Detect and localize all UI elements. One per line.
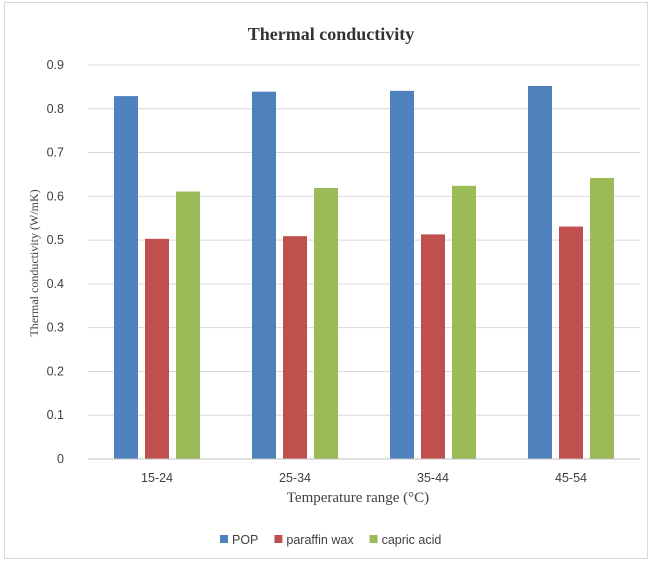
legend-label: capric acid [382,533,442,547]
bar-pop-35-44 [390,90,414,459]
bar-paraffin-wax-15-24 [145,238,169,459]
legend-swatch-capric-acid [369,535,378,543]
y-tick-label: 0 [57,452,64,466]
y-tick-label: 0.8 [47,102,64,116]
bars [114,86,614,460]
x-axis-ticks: 15-24 25-34 35-44 45-54 [141,471,587,485]
y-tick-label: 0.9 [47,58,64,72]
legend-label: paraffin wax [286,533,354,547]
legend-swatch-paraffin-wax [274,535,283,543]
bar-capric-acid-35-44 [452,185,476,459]
legend-label: POP [232,533,258,547]
legend: POP paraffin wax capric acid [220,533,441,547]
x-tick-label: 15-24 [141,471,173,485]
x-axis-label: Temperature range (°C) [287,490,429,506]
y-tick-label: 0.1 [47,408,64,422]
x-tick-label: 45-54 [555,471,587,485]
legend-swatch-pop [220,535,228,543]
y-tick-label: 0.5 [47,233,64,247]
y-tick-label: 0.2 [47,364,64,378]
bar-pop-45-54 [528,86,552,459]
bar-paraffin-wax-45-54 [559,226,583,459]
y-tick-label: 0.7 [47,146,64,160]
y-axis-ticks: 0 0.1 0.2 0.3 0.4 0.5 0.6 0.7 0.8 0.9 [47,58,64,466]
chart-title: Thermal conductivity [248,24,415,44]
x-tick-label: 25-34 [279,471,311,485]
y-tick-label: 0.6 [47,189,64,203]
bar-capric-acid-25-34 [314,188,338,459]
bar-capric-acid-45-54 [590,177,614,460]
bar-capric-acid-15-24 [176,191,200,460]
y-tick-label: 0.3 [47,321,64,335]
bar-paraffin-wax-25-34 [283,236,307,459]
gridlines [88,64,640,416]
bar-pop-15-24 [114,96,138,460]
bar-paraffin-wax-35-44 [421,234,445,459]
bar-pop-25-34 [252,91,276,460]
x-tick-label: 35-44 [417,471,449,485]
y-tick-label: 0.4 [47,277,64,291]
y-axis-label: Thermal conductivity (W/mK) [27,189,41,336]
